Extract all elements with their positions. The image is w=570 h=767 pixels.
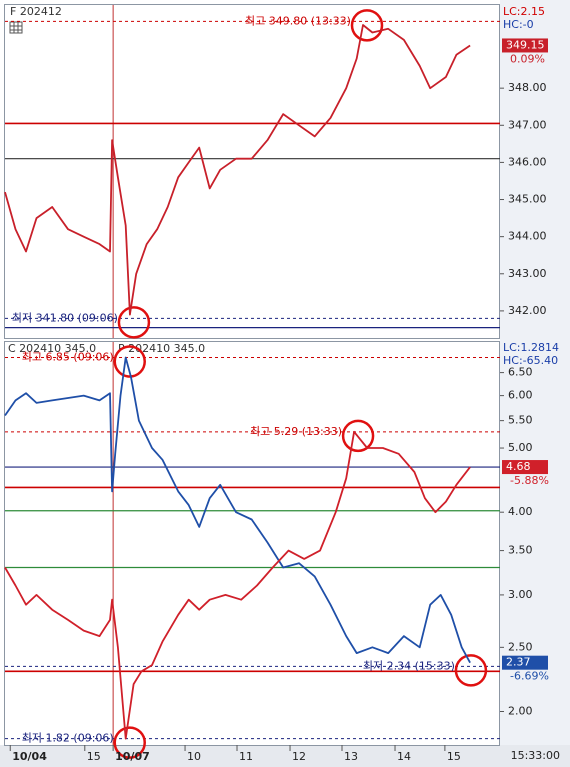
y-tick-label: 2.00 — [508, 704, 533, 717]
highlight-circle — [117, 306, 151, 339]
series-title: P 202410 345.0 — [118, 342, 205, 355]
last-value-box — [502, 655, 548, 670]
lc-label: LC:1.2814 — [503, 341, 559, 354]
x-tick-label: 11 — [239, 750, 253, 763]
x-tick-label: 14 — [397, 750, 411, 763]
y-tick-label: 342.00 — [508, 304, 547, 317]
series-title: C 202410 345.0 — [8, 342, 96, 355]
top-panel-frame — [4, 4, 500, 339]
x-tick-label: 10/07 — [115, 750, 150, 763]
y-tick-label: 6.00 — [508, 389, 533, 402]
y-tick-label: 343.00 — [508, 267, 547, 280]
price-line — [4, 24, 471, 316]
last-value-box — [502, 38, 548, 53]
bottom-panel-frame — [4, 341, 500, 746]
x-tick-label: 13 — [344, 750, 358, 763]
change-label: -6.69% — [510, 670, 549, 683]
y-tick-label: 344.00 — [508, 230, 547, 243]
x-tick-label: 10/04 — [12, 750, 47, 763]
highlight-circle — [113, 345, 146, 378]
y-tick-label: 2.50 — [508, 640, 533, 653]
y-tick-label: 346.00 — [508, 155, 547, 168]
y-tick-label: 5.50 — [508, 414, 533, 427]
y-tick-label: 4.00 — [508, 505, 533, 518]
annotation-label: 최저 2.34 (15:33) — [363, 659, 455, 672]
y-tick-label: 348.00 — [508, 81, 547, 94]
hc-label: HC:-0 — [503, 18, 534, 31]
time-label: 15:33:00 — [511, 749, 560, 762]
hc-label: HC:-65.40 — [503, 354, 558, 367]
highlight-circle — [454, 654, 488, 687]
table-icon — [9, 21, 23, 34]
price-line — [4, 430, 471, 740]
last-value-label: 4.68 — [506, 460, 531, 473]
y-tick-label: 5.00 — [508, 441, 533, 454]
highlight-circle — [113, 726, 146, 759]
change-label: 0.09% — [510, 52, 545, 65]
lc-label: LC:2.15 — [503, 5, 545, 18]
annotation-label: 최고 6.85 (09:06) — [22, 351, 114, 364]
x-tick-label: 15 — [87, 750, 101, 763]
highlight-circle — [341, 419, 375, 453]
last-value-box — [502, 460, 548, 475]
last-value-label: 2.37 — [506, 656, 531, 669]
x-tick-label: 10 — [187, 750, 201, 763]
y-tick-label: 3.50 — [508, 544, 533, 557]
y-tick-label: 345.00 — [508, 193, 547, 206]
y-tick-label: 347.00 — [508, 118, 547, 131]
x-axis-area — [0, 745, 570, 767]
last-value-label: 349.15 — [506, 38, 545, 51]
axis-area — [500, 0, 570, 767]
highlight-circle — [350, 9, 384, 42]
x-tick-label: 12 — [292, 750, 306, 763]
annotation-label: 최고 5.29 (13:33) — [250, 425, 342, 438]
x-tick-label: 15 — [447, 750, 461, 763]
y-tick-label: 6.50 — [508, 366, 533, 379]
price-line — [4, 356, 471, 664]
y-tick-label: 3.00 — [508, 588, 533, 601]
annotation-label: 최저 341.80 (09:06) — [12, 311, 118, 324]
panel-title: F 202412 — [10, 5, 62, 18]
annotation-label: 최고 349.80 (13:33) — [245, 14, 351, 27]
change-label: -5.88% — [510, 474, 549, 487]
annotation-label: 최저 1.82 (09:06) — [22, 732, 114, 745]
